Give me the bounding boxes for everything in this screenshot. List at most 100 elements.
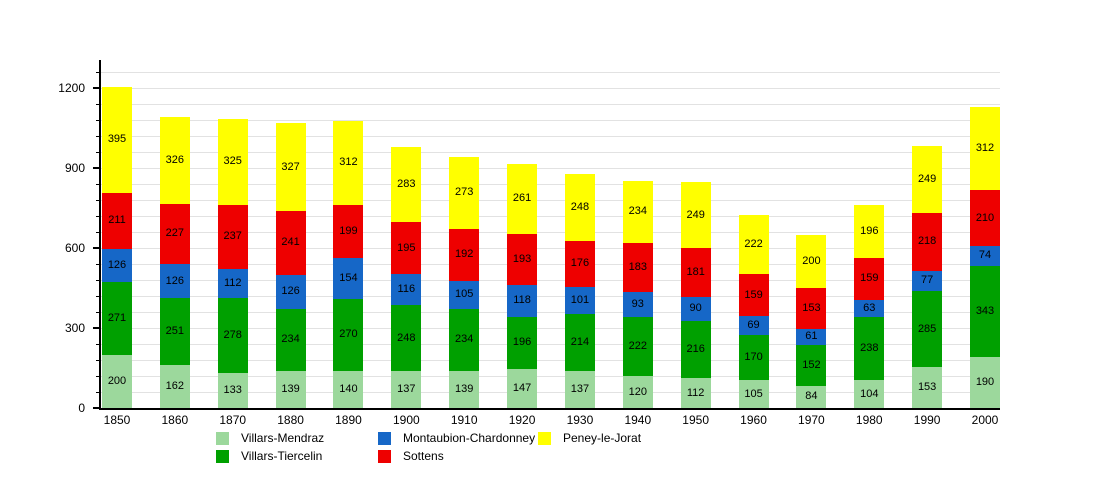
legend-swatch — [378, 450, 391, 463]
bar-value-label: 176 — [570, 257, 590, 270]
bar-segment-villars-mendraz: 137 — [564, 371, 595, 408]
x-axis-label: 2000 — [971, 413, 999, 427]
bar-value-label: 234 — [281, 333, 300, 346]
x-axis-label: 1860 — [161, 413, 189, 427]
bar-segment-montaubion-chardonney: 154 — [333, 257, 364, 299]
bar-value-label: 159 — [744, 288, 763, 301]
bar-segment-villars-mendraz: 162 — [159, 364, 190, 408]
gridline — [100, 312, 1000, 313]
legend-label: Villars-Tiercelin — [241, 449, 323, 463]
bar-segment-sottens: 192 — [449, 229, 480, 281]
bar-value-label: 312 — [975, 142, 995, 155]
gridline — [100, 168, 1000, 169]
bar-segment-villars-tiercelin: 234 — [275, 308, 306, 371]
bar-value-label: 137 — [397, 383, 416, 396]
bar-value-label: 104 — [860, 387, 879, 400]
bar-value-label: 261 — [512, 192, 532, 205]
x-axis-label: 1970 — [798, 413, 825, 427]
gridline — [100, 184, 1000, 185]
y-axis-minor-tick — [96, 152, 100, 153]
bar-value-label: 326 — [165, 153, 185, 166]
bar-segment-villars-tiercelin: 270 — [333, 298, 364, 371]
bar-segment-sottens: 181 — [680, 248, 711, 297]
bar-segment-montaubion-chardonney: 112 — [217, 268, 248, 299]
bar-value-label: 152 — [802, 358, 821, 371]
gridline — [100, 376, 1000, 377]
bar-segment-montaubion-chardonney: 118 — [507, 285, 538, 317]
bar-value-label: 63 — [863, 301, 876, 314]
x-axis-label: 1960 — [740, 413, 767, 427]
bar-value-label: 249 — [686, 208, 705, 221]
x-axis-label: 1920 — [508, 413, 536, 427]
y-axis-minor-tick — [96, 280, 100, 281]
bar-segment-villars-tiercelin: 248 — [391, 305, 422, 372]
bar-value-label: 126 — [281, 285, 300, 298]
bar-value-label: 395 — [107, 133, 127, 146]
bar-segment-peney-le-jorat: 283 — [391, 146, 422, 223]
bar-value-label: 237 — [223, 230, 242, 243]
bar-segment-peney-le-jorat: 234 — [622, 180, 653, 244]
bar-segment-montaubion-chardonney: 126 — [159, 264, 190, 298]
bar-value-label: 101 — [570, 294, 590, 307]
gridline — [100, 328, 1000, 329]
y-axis-minor-tick — [96, 296, 100, 297]
legend-label: Montaubion-Chardonney — [403, 431, 536, 445]
bar-value-label: 105 — [455, 288, 474, 301]
bar-value-label: 162 — [165, 379, 185, 392]
bar-segment-peney-le-jorat: 249 — [680, 181, 711, 249]
bar-value-label: 140 — [339, 382, 358, 395]
bar-value-label: 105 — [744, 387, 763, 400]
bar-segment-peney-le-jorat: 395 — [102, 87, 132, 193]
bar-segment-villars-mendraz: 140 — [333, 370, 364, 408]
bar-segment-peney-le-jorat: 248 — [564, 174, 595, 241]
bar-segment-montaubion-chardonney: 101 — [564, 287, 595, 315]
x-axis-label: 1850 — [103, 413, 131, 427]
bar-value-label: 273 — [455, 186, 474, 199]
bar-segment-sottens: 183 — [622, 243, 653, 292]
bar-value-label: 343 — [975, 305, 995, 318]
y-axis-minor-tick — [96, 216, 100, 217]
bar-value-label: 93 — [631, 297, 644, 310]
x-axis-label: 1940 — [624, 413, 652, 427]
legend-swatch — [538, 432, 551, 445]
bar-value-label: 139 — [455, 382, 474, 395]
bar-value-label: 133 — [223, 383, 242, 396]
bar-value-label: 234 — [455, 333, 474, 346]
bar-segment-villars-tiercelin: 238 — [854, 316, 885, 381]
bar-segment-montaubion-chardonney: 69 — [738, 316, 769, 335]
bar-value-label: 200 — [802, 254, 821, 267]
bar-value-label: 126 — [107, 259, 127, 272]
bar-value-label: 285 — [917, 322, 937, 335]
bar-value-label: 278 — [223, 328, 242, 341]
bar-segment-villars-mendraz: 200 — [102, 354, 132, 408]
bar-segment-peney-le-jorat: 249 — [912, 146, 943, 213]
bar-segment-montaubion-chardonney: 61 — [796, 328, 827, 346]
gridline — [100, 360, 1000, 361]
gridline — [100, 152, 1000, 153]
bar-value-label: 211 — [108, 214, 126, 227]
gridline — [100, 72, 1000, 73]
bar-segment-villars-tiercelin: 251 — [159, 297, 190, 365]
bar-value-label: 210 — [975, 211, 995, 224]
bar-value-label: 270 — [339, 328, 358, 341]
bar-value-label: 241 — [281, 236, 300, 249]
y-axis-major-tick — [93, 327, 100, 329]
bar-segment-villars-tiercelin: 343 — [970, 265, 1000, 358]
bar-value-label: 170 — [744, 350, 763, 363]
bar-segment-villars-mendraz: 105 — [738, 380, 769, 408]
bar-segment-sottens: 159 — [854, 257, 885, 300]
bar-segment-peney-le-jorat: 222 — [738, 214, 769, 274]
bar-segment-villars-tiercelin: 196 — [507, 316, 538, 369]
bar-segment-villars-mendraz: 84 — [796, 385, 827, 408]
x-axis-label: 1870 — [219, 413, 247, 427]
legend-swatch — [216, 450, 229, 463]
bar-value-label: 238 — [860, 342, 879, 355]
bar-segment-sottens: 193 — [507, 233, 538, 286]
gridline — [100, 280, 1000, 281]
bar-segment-montaubion-chardonney: 126 — [102, 248, 132, 283]
bar-segment-sottens: 241 — [275, 210, 306, 275]
x-axis-label: 1900 — [392, 413, 420, 427]
y-axis-minor-tick — [96, 264, 100, 265]
y-axis-label: 0 — [78, 401, 85, 415]
bar-value-label: 118 — [513, 294, 531, 307]
